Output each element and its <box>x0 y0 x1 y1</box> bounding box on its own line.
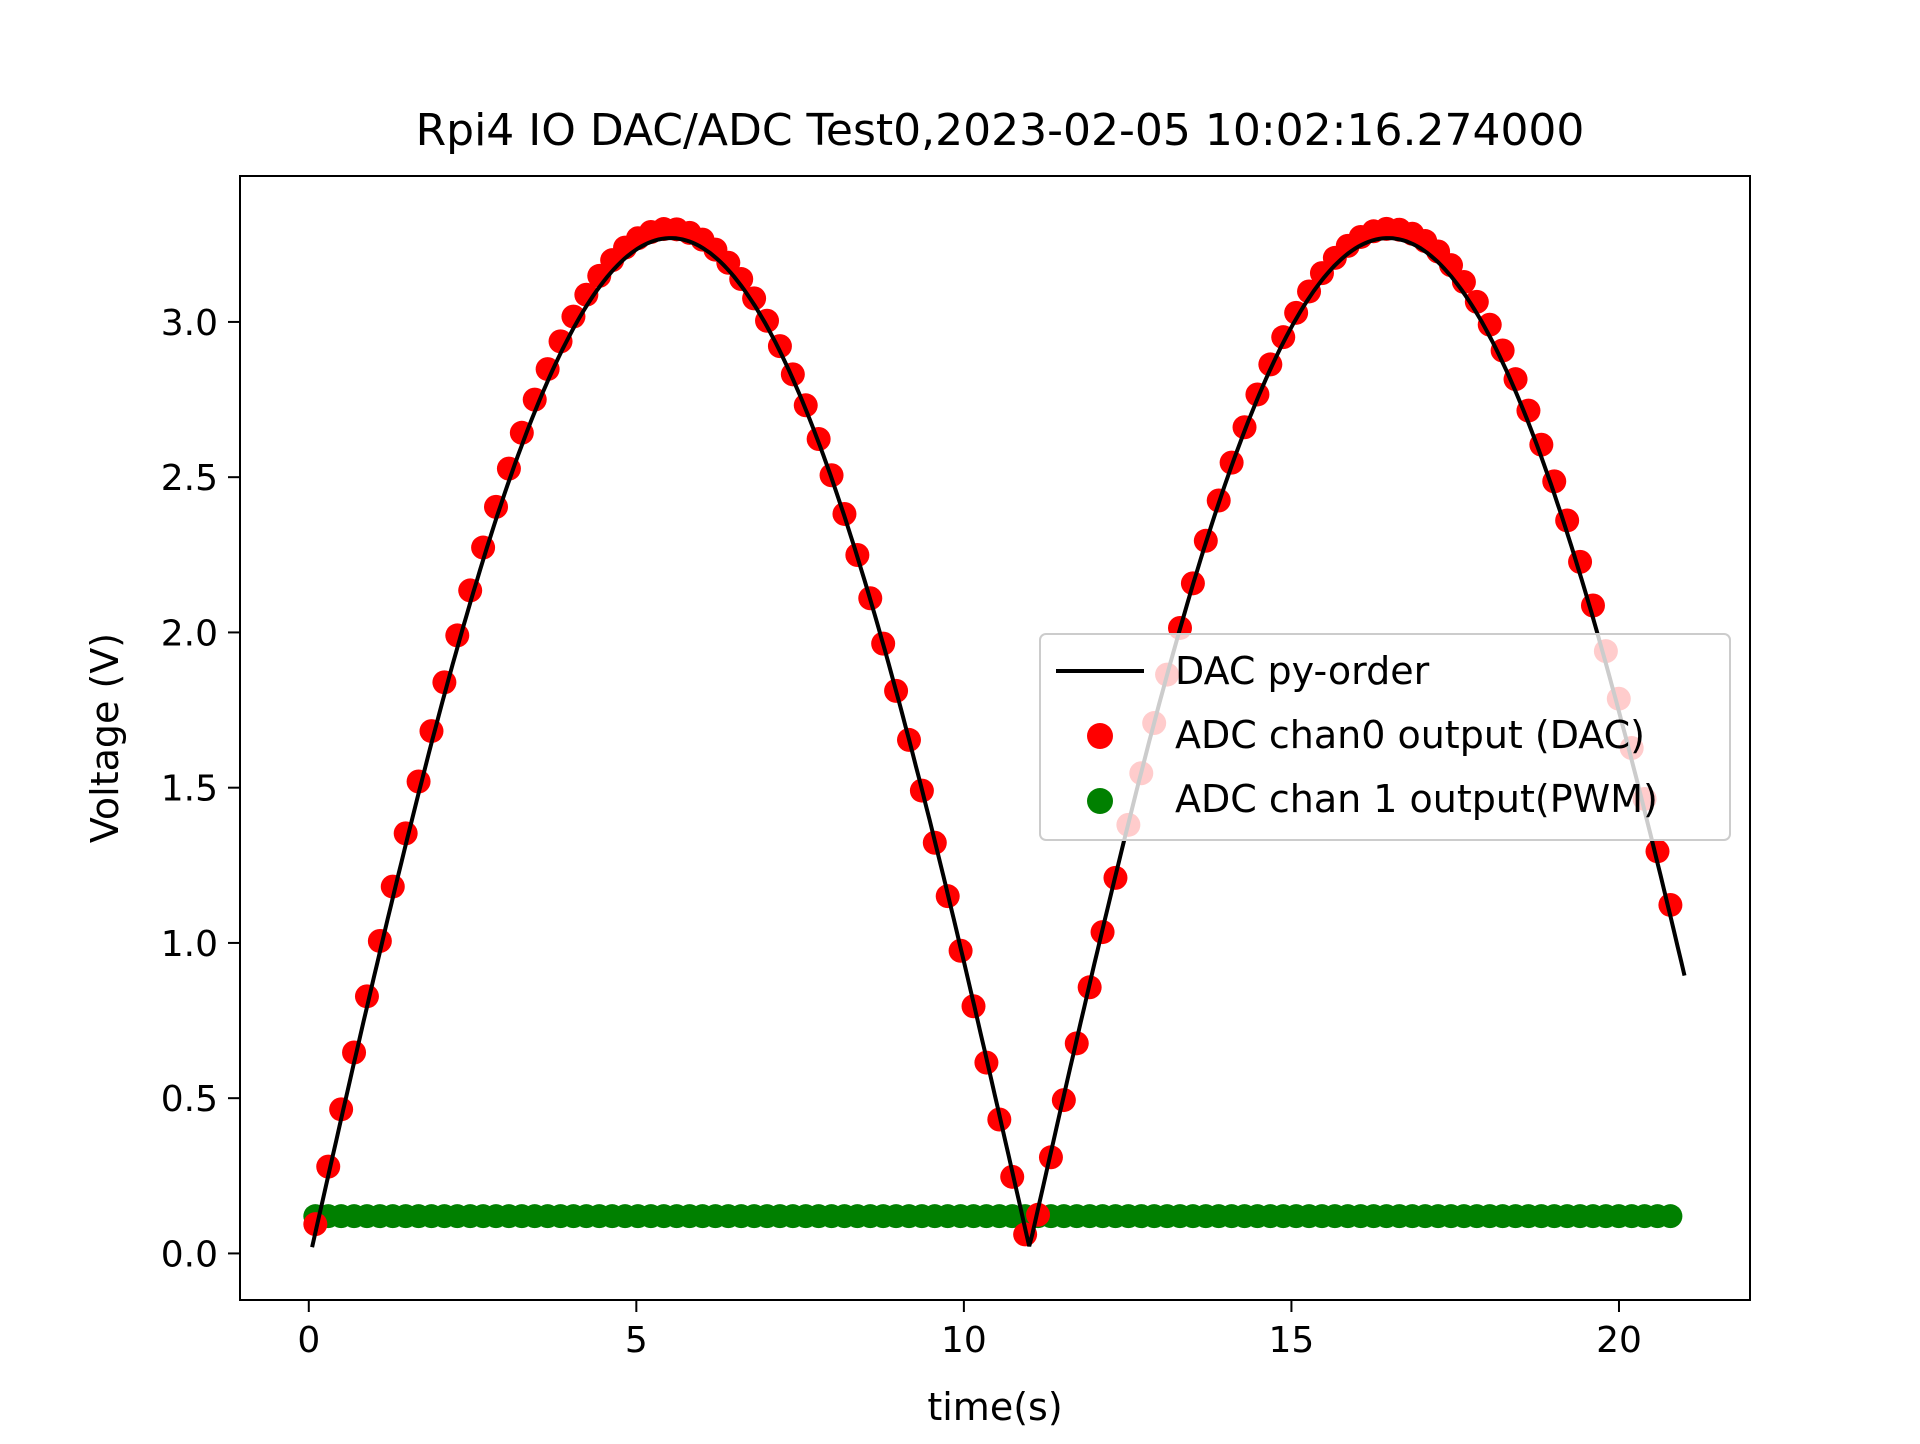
data-point-dac <box>561 304 586 329</box>
data-point-dac <box>1297 279 1322 304</box>
data-point-dac <box>1477 312 1502 337</box>
y-tick-label: 0.5 <box>161 1079 218 1120</box>
legend-red-marker <box>1087 723 1113 749</box>
data-point-dac <box>716 250 741 275</box>
data-point-dac <box>316 1154 341 1179</box>
x-tick-label: 10 <box>941 1320 987 1361</box>
data-point-dac <box>329 1097 354 1122</box>
x-tick-label: 20 <box>1596 1320 1642 1361</box>
chart-title: Rpi4 IO DAC/ADC Test0,2023-02-05 10:02:1… <box>416 105 1585 156</box>
legend-green-marker <box>1087 788 1113 814</box>
legend-label-adc-chan1: ADC chan 1 output(PWM) <box>1175 777 1658 821</box>
data-point-dac <box>729 267 754 292</box>
y-tick-label: 2.5 <box>161 458 218 499</box>
data-point-dac <box>535 357 560 382</box>
legend-box <box>1039 633 1731 841</box>
series-line-path <box>310 236 1687 1248</box>
y-tick-label: 2.0 <box>161 613 218 654</box>
data-point-dac <box>1464 289 1489 314</box>
data-point-dac <box>342 1040 367 1065</box>
plot-area <box>239 175 1751 1301</box>
x-tick-label: 0 <box>297 1320 320 1361</box>
y-axis-label: Voltage (V) <box>83 633 127 843</box>
y-tick-label: 0.0 <box>161 1234 218 1275</box>
series-dac-py-order <box>310 236 1687 1248</box>
y-tick-label: 1.5 <box>161 769 218 810</box>
y-axis-ticks: 0.0 0.5 1.0 1.5 2.0 2.5 3.0 <box>161 303 240 1275</box>
data-point-dac <box>574 282 599 307</box>
data-point-pwm <box>1658 1204 1683 1229</box>
legend: DAC py-order ADC chan0 output (DAC) ADC … <box>1039 633 1731 841</box>
x-axis-ticks: 0 5 10 15 20 <box>297 1300 1642 1361</box>
x-axis-label: time(s) <box>927 1385 1062 1429</box>
legend-label-adc-chan0: ADC chan0 output (DAC) <box>1175 713 1645 757</box>
data-point-dac <box>548 329 573 354</box>
legend-label-dac-py-order: DAC py-order <box>1175 649 1430 693</box>
data-point-dac <box>1490 338 1515 363</box>
x-tick-label: 15 <box>1269 1320 1315 1361</box>
y-tick-label: 3.0 <box>161 303 218 344</box>
data-point-dac <box>354 984 379 1009</box>
x-tick-label: 5 <box>625 1320 648 1361</box>
series-adc-chan1-pwm <box>303 1204 1683 1229</box>
y-tick-label: 1.0 <box>161 924 218 965</box>
